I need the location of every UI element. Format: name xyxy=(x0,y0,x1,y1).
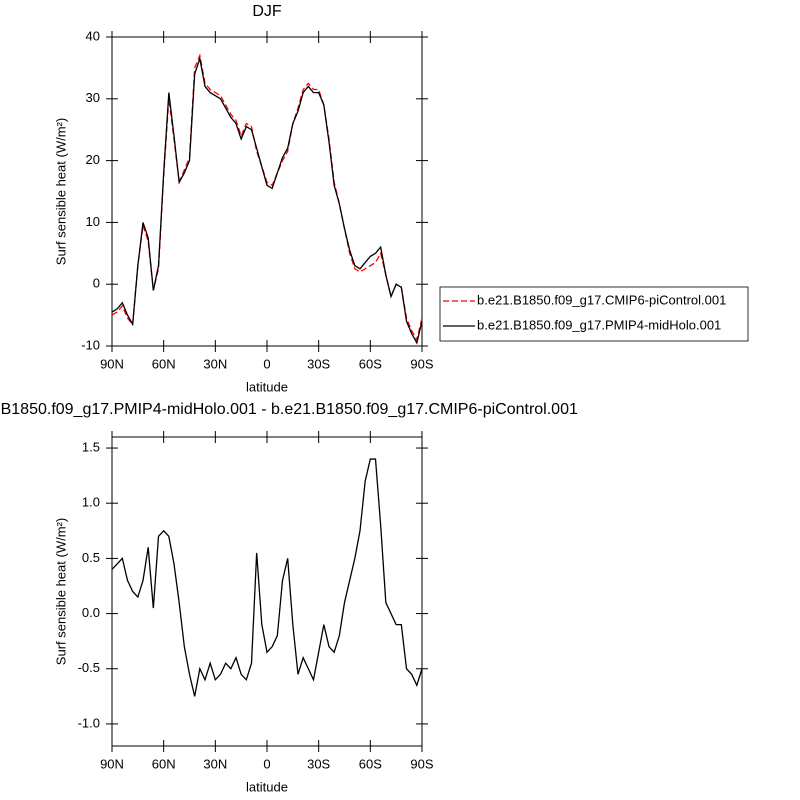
x-tick-label: 90S xyxy=(410,756,433,771)
legend-box xyxy=(439,286,749,342)
data-line xyxy=(111,53,423,342)
y-axis-label: Surf sensible heat (W/m²) xyxy=(53,118,68,265)
x-tick-label: 60N xyxy=(152,356,176,371)
y-tick-label: -1.0 xyxy=(78,715,100,730)
data-line xyxy=(111,458,423,697)
x-tick-label: 90S xyxy=(410,356,433,371)
x-tick-label: 30N xyxy=(203,756,227,771)
chart-title: b.e21.B1850.f09_g17.PMIP4-midHolo.001 - … xyxy=(0,401,578,418)
x-tick-label: 60S xyxy=(359,756,382,771)
x-tick-label: 60N xyxy=(152,756,176,771)
y-tick-label: 1.0 xyxy=(82,495,100,510)
y-tick-label: 0 xyxy=(93,276,100,291)
y-tick-label: 20 xyxy=(86,152,100,167)
x-tick-label: 90N xyxy=(100,356,124,371)
y-tick-label: -0.5 xyxy=(78,660,100,675)
x-tick-label: 30N xyxy=(203,356,227,371)
plot-frame xyxy=(111,436,423,747)
y-tick-label: 1.5 xyxy=(82,439,100,454)
legend-label: b.e21.B1850.f09_g17.CMIP6-piControl.001 xyxy=(477,292,726,307)
data-line xyxy=(111,56,423,345)
y-tick-label: 10 xyxy=(86,214,100,229)
legend-label: b.e21.B1850.f09_g17.PMIP4-midHolo.001 xyxy=(477,317,721,332)
x-tick-label: 0 xyxy=(263,756,270,771)
y-tick-label: -10 xyxy=(81,337,100,352)
x-tick-label: 30S xyxy=(307,756,330,771)
chart-title: DJF xyxy=(252,3,282,20)
y-tick-label: 0.0 xyxy=(82,605,100,620)
x-tick-label: 60S xyxy=(359,356,382,371)
x-axis-label: latitude xyxy=(246,379,288,394)
y-axis-label: Surf sensible heat (W/m²) xyxy=(53,518,68,665)
y-tick-label: 0.5 xyxy=(82,550,100,565)
plot-frame xyxy=(111,36,423,347)
x-axis-label: latitude xyxy=(246,779,288,794)
x-tick-label: 30S xyxy=(307,356,330,371)
x-tick-label: 90N xyxy=(100,756,124,771)
x-tick-label: 0 xyxy=(263,356,270,371)
y-tick-label: 30 xyxy=(86,90,100,105)
y-tick-label: 40 xyxy=(86,28,100,43)
